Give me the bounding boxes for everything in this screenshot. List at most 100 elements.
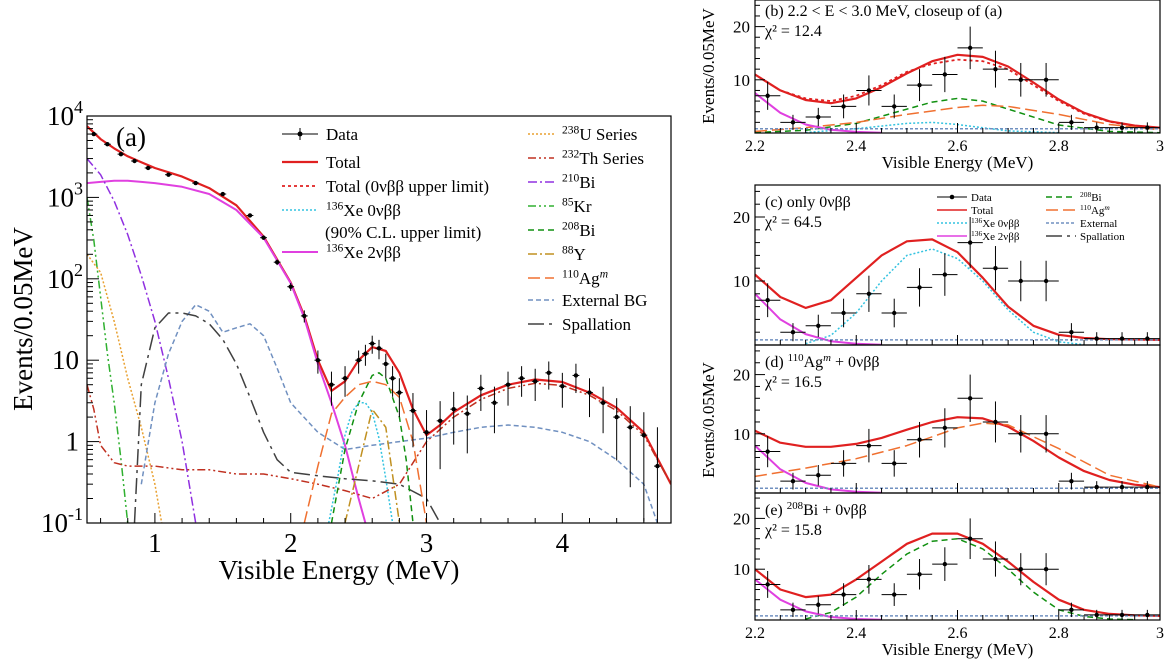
data-point bbox=[1033, 553, 1059, 586]
data-point bbox=[477, 374, 485, 411]
plot-area-e bbox=[755, 518, 1160, 620]
series-232th-series bbox=[87, 382, 671, 500]
data-point-marker bbox=[841, 592, 846, 597]
legend-label: 136Xe 2νββ bbox=[326, 242, 401, 262]
data-point bbox=[423, 410, 430, 507]
data-point bbox=[654, 427, 661, 523]
data-point bbox=[382, 353, 390, 379]
data-point-marker bbox=[1043, 567, 1049, 572]
data-point-marker bbox=[532, 379, 538, 384]
y-tick-label: 104 bbox=[47, 97, 83, 131]
x-axis-title: Visible Energy (MeV) bbox=[882, 640, 1034, 659]
data-point-marker bbox=[145, 165, 151, 171]
data-point-marker bbox=[967, 536, 973, 541]
data-point bbox=[906, 559, 933, 590]
data-point bbox=[219, 191, 227, 197]
data-point bbox=[780, 472, 806, 490]
data-point bbox=[957, 217, 983, 269]
data-point bbox=[558, 372, 566, 408]
x-axis-title: Visible Energy (MeV) bbox=[219, 555, 460, 585]
y-tick-label: 1 bbox=[66, 427, 80, 457]
data-point-marker bbox=[841, 461, 846, 466]
panel-d: 10 20 (d) 110Agm + 0νββ χ² = 16.5 bbox=[733, 344, 1161, 494]
data-point-marker bbox=[1069, 478, 1074, 484]
panel-annotation: (e) 208Bi + 0νββ bbox=[765, 500, 867, 519]
data-point-marker bbox=[917, 82, 922, 88]
data-point-marker bbox=[942, 561, 948, 567]
data-point-marker bbox=[363, 351, 368, 356]
legend-label: Spallation bbox=[562, 315, 631, 334]
plot-area-b bbox=[755, 26, 1160, 133]
data-point-marker bbox=[866, 443, 872, 448]
legend-entry-136xe-0: 136Xe 0νββ bbox=[282, 200, 401, 220]
y-tick-label: 10 bbox=[733, 560, 750, 579]
data-point-marker bbox=[600, 400, 606, 405]
data-point-marker bbox=[993, 266, 998, 271]
data-point-marker bbox=[1043, 77, 1049, 83]
y-tick-label: 20 bbox=[733, 208, 750, 227]
data-point-marker bbox=[1145, 125, 1150, 130]
chi-square-label: χ² = 12.4 bbox=[764, 23, 822, 40]
y-tick-label: 20 bbox=[733, 366, 750, 385]
data-point-marker bbox=[288, 284, 293, 289]
data-point-marker bbox=[247, 213, 253, 218]
data-point-marker bbox=[376, 346, 382, 351]
data-point bbox=[830, 450, 857, 477]
series-136xe-2 bbox=[87, 179, 367, 523]
data-point-marker bbox=[1018, 278, 1023, 284]
data-point bbox=[450, 391, 458, 445]
data-point-marker bbox=[790, 120, 796, 125]
data-point bbox=[1134, 481, 1160, 493]
legend-entry-208bi: 208Bi bbox=[1046, 190, 1102, 204]
legend-label: 110Agm bbox=[1080, 203, 1110, 217]
data-point bbox=[1008, 553, 1034, 586]
legend-label: External BG bbox=[562, 291, 647, 310]
legend-entry-total: Total bbox=[937, 205, 993, 217]
x-tick-label: 2.4 bbox=[846, 138, 866, 155]
legend-entry-spallation: Spallation bbox=[528, 315, 631, 334]
data-point bbox=[830, 298, 857, 328]
data-point bbox=[300, 310, 308, 323]
legend-entry-238u-series: 238U Series bbox=[528, 124, 637, 144]
data-point-marker bbox=[967, 240, 973, 245]
data-point bbox=[192, 180, 200, 186]
x-tick-label: 2.2 bbox=[745, 625, 765, 642]
legend-label: 232Th Series bbox=[562, 148, 644, 168]
legend-label: Total bbox=[326, 153, 361, 172]
y-tick-label: 10-1 bbox=[41, 504, 83, 538]
series-136xe-2 bbox=[755, 293, 882, 345]
legend-entry-210bi: 210Bi bbox=[528, 172, 596, 192]
legend-entry-spallation: Spallation bbox=[1046, 231, 1125, 243]
data-point-marker bbox=[1094, 336, 1099, 341]
legend-label: 238U Series bbox=[562, 124, 637, 144]
data-point bbox=[1008, 62, 1034, 97]
data-point bbox=[599, 386, 607, 434]
legend-entry-208bi: 208Bi bbox=[528, 220, 596, 240]
data-point-marker bbox=[1069, 120, 1074, 125]
legend-entry-external-bg: External BG bbox=[528, 291, 647, 310]
data-point bbox=[856, 428, 882, 463]
data-point-marker bbox=[917, 437, 922, 442]
data-point bbox=[355, 350, 363, 374]
data-point bbox=[1084, 122, 1110, 133]
data-point bbox=[957, 374, 983, 422]
data-point bbox=[906, 268, 933, 307]
data-point-marker bbox=[546, 370, 551, 376]
data-point-marker bbox=[91, 131, 96, 137]
series-85kr bbox=[87, 197, 129, 523]
data-point bbox=[287, 282, 295, 291]
data-point bbox=[491, 386, 498, 434]
data-point-marker bbox=[492, 400, 497, 405]
data-point-marker bbox=[1069, 330, 1074, 335]
legend-label: 136Xe 0νββ bbox=[326, 200, 401, 220]
data-point-marker bbox=[519, 376, 524, 381]
data-point-marker bbox=[765, 449, 770, 454]
x-tick-label: 2.4 bbox=[846, 625, 866, 642]
chi-square-label: χ² = 64.5 bbox=[764, 214, 822, 231]
legend-entry-85kr: 85Kr bbox=[528, 196, 592, 216]
data-point bbox=[1008, 415, 1034, 453]
data-point-marker bbox=[1145, 484, 1150, 490]
data-point bbox=[1084, 609, 1110, 620]
data-point bbox=[982, 50, 1009, 88]
x-tick-label: 2.2 bbox=[745, 138, 765, 155]
